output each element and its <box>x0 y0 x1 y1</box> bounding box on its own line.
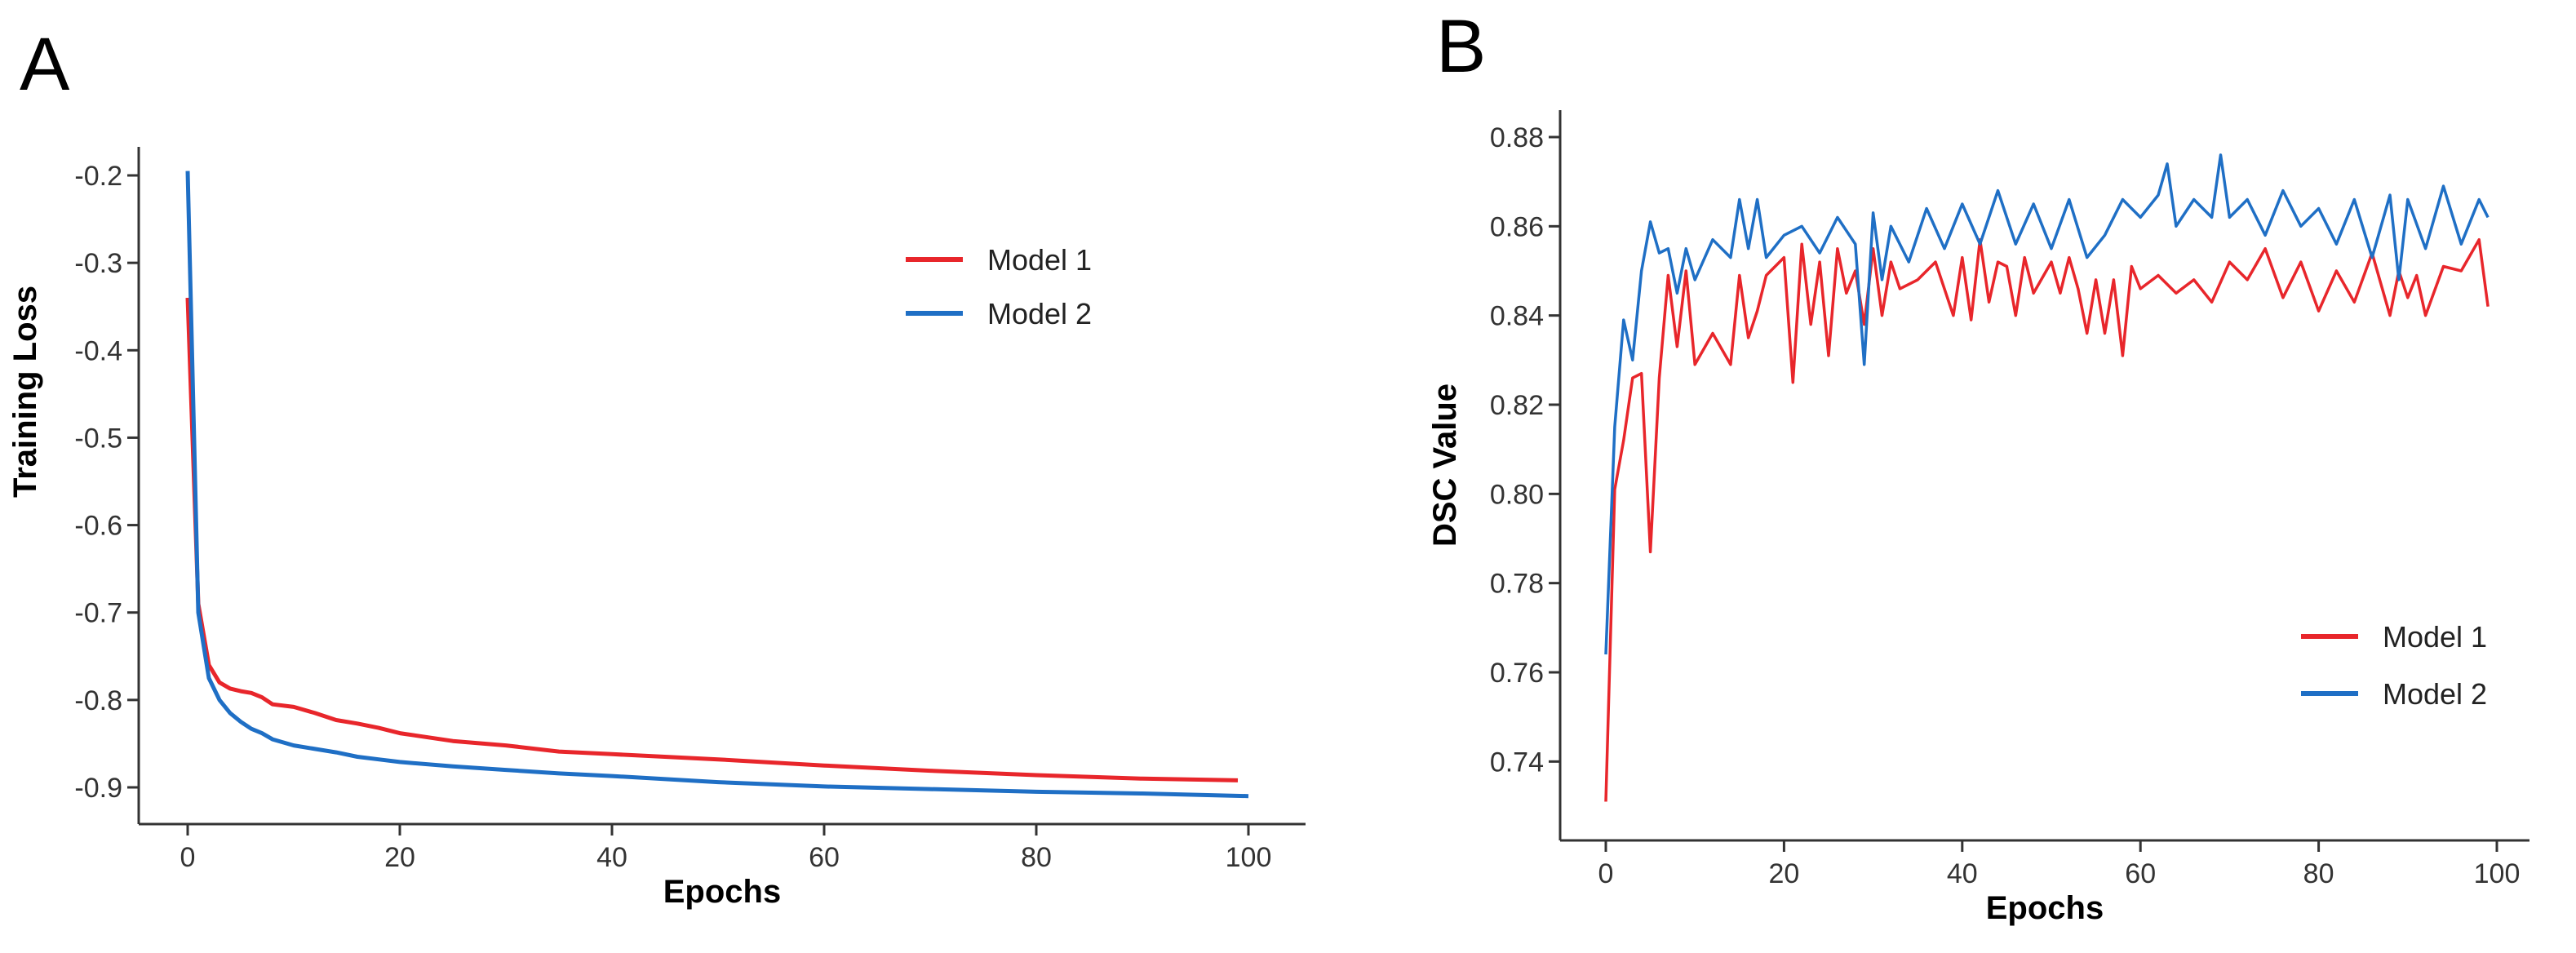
x-tick-label: 40 <box>1947 858 1978 889</box>
panel-label-a: A <box>20 23 70 106</box>
y-tick-label: 0.80 <box>1490 479 1544 510</box>
y-tick-label: 0.84 <box>1490 301 1544 332</box>
panel-b: B 0.74 0.76 0.78 0.80 0.82 0.84 0.86 0.88 0 20 40 6… <box>1427 5 2529 926</box>
y-axis-title: Training Loss <box>7 286 43 498</box>
legend-label-model-1: Model 1 <box>987 243 1092 277</box>
y-tick-label: -0.2 <box>74 161 122 192</box>
y-tick-label: -0.4 <box>74 335 122 366</box>
series-line-model-2 <box>185 171 1249 799</box>
x-tick-label: 40 <box>596 842 627 873</box>
x-tick-label: 100 <box>1226 842 1272 873</box>
series-line-model-1 <box>1604 237 2490 802</box>
legend-label-model-2: Model 2 <box>2383 677 2487 711</box>
y-tick-label: -0.9 <box>74 773 122 804</box>
y-tick-label: 0.82 <box>1490 390 1544 421</box>
panel-a: A -0.9 -0.8 -0.7 -0.6 -0.5 -0.4 -0.3 -0.2 0 20 40 6… <box>7 23 1306 910</box>
series-line-model-2 <box>1604 153 2490 655</box>
y-tick-label: 0.86 <box>1490 211 1544 242</box>
x-tick-label: 100 <box>2474 858 2521 889</box>
x-tick-label: 0 <box>1598 858 1614 889</box>
y-tick-label: 0.74 <box>1490 747 1544 778</box>
dsc-value-plot: 0.74 0.76 0.78 0.80 0.82 0.84 0.86 0.88 0 20 40 60 8… <box>1427 110 2529 926</box>
x-tick-label: 0 <box>180 842 196 873</box>
panel-label-b: B <box>1436 5 1486 88</box>
series-line-model-1 <box>185 297 1239 782</box>
x-tick-label: 60 <box>809 842 840 873</box>
legend-label-model-1: Model 1 <box>2383 620 2487 654</box>
x-axis-title: Epochs <box>1986 890 2104 926</box>
y-tick-label: -0.6 <box>74 511 122 542</box>
y-tick-label: -0.5 <box>74 423 122 454</box>
y-tick-label: 0.88 <box>1490 122 1544 153</box>
x-tick-label: 80 <box>2303 858 2334 889</box>
y-tick-label: 0.78 <box>1490 569 1544 600</box>
x-tick-label: 60 <box>2125 858 2156 889</box>
training-loss-plot: -0.9 -0.8 -0.7 -0.6 -0.5 -0.4 -0.3 -0.2 0 20 40 60 8… <box>7 147 1306 910</box>
y-tick-label: -0.7 <box>74 598 122 629</box>
x-axis-title: Epochs <box>663 874 781 910</box>
x-tick-label: 80 <box>1021 842 1052 873</box>
legend-label-model-2: Model 2 <box>987 297 1092 330</box>
y-tick-label: -0.8 <box>74 685 122 716</box>
y-tick-label: -0.3 <box>74 248 122 279</box>
x-tick-label: 20 <box>384 842 415 873</box>
x-tick-label: 20 <box>1768 858 1799 889</box>
y-tick-label: 0.76 <box>1490 658 1544 689</box>
y-axis-title: DSC Value <box>1427 383 1463 547</box>
